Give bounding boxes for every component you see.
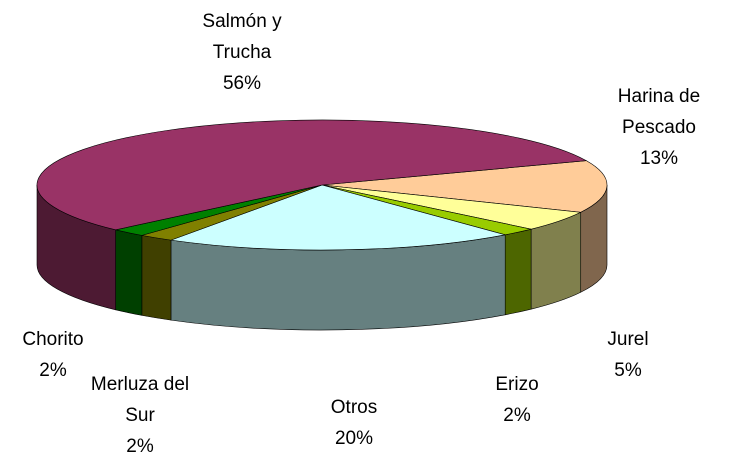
slice [321,160,608,213]
slice [36,119,588,231]
value-label: 2% [126,436,154,457]
category-label: Merluza del Sur [90,374,190,426]
value-label: 13% [639,148,679,169]
slice-label: Otros 20% [314,392,394,454]
value-label: 5% [614,360,642,381]
slice-label: Merluza del Sur 2% [80,369,200,459]
slice-label: Erizo 2% [487,369,547,431]
value-label: 2% [503,405,531,426]
slice-label: Salmón y Trucha 56% [192,6,292,99]
slice-side [115,229,143,316]
category-label: Erizo [495,374,539,395]
value-label: 2% [39,360,67,381]
category-label: Chorito [22,329,84,350]
category-label: Salmón y Trucha [202,11,282,63]
slice-label: Harina de Pescado 13% [604,81,714,174]
category-label: Otros [330,397,378,418]
slice-label: Jurel 5% [598,324,658,386]
slice-side [141,235,172,321]
slice-side [504,228,532,316]
slice [170,184,506,251]
value-label: 20% [334,428,374,449]
slice-label: Chorito 2% [13,324,93,386]
category-label: Jurel [607,329,649,350]
category-label: Harina de Pescado [617,86,701,138]
value-label: 56% [222,73,262,94]
